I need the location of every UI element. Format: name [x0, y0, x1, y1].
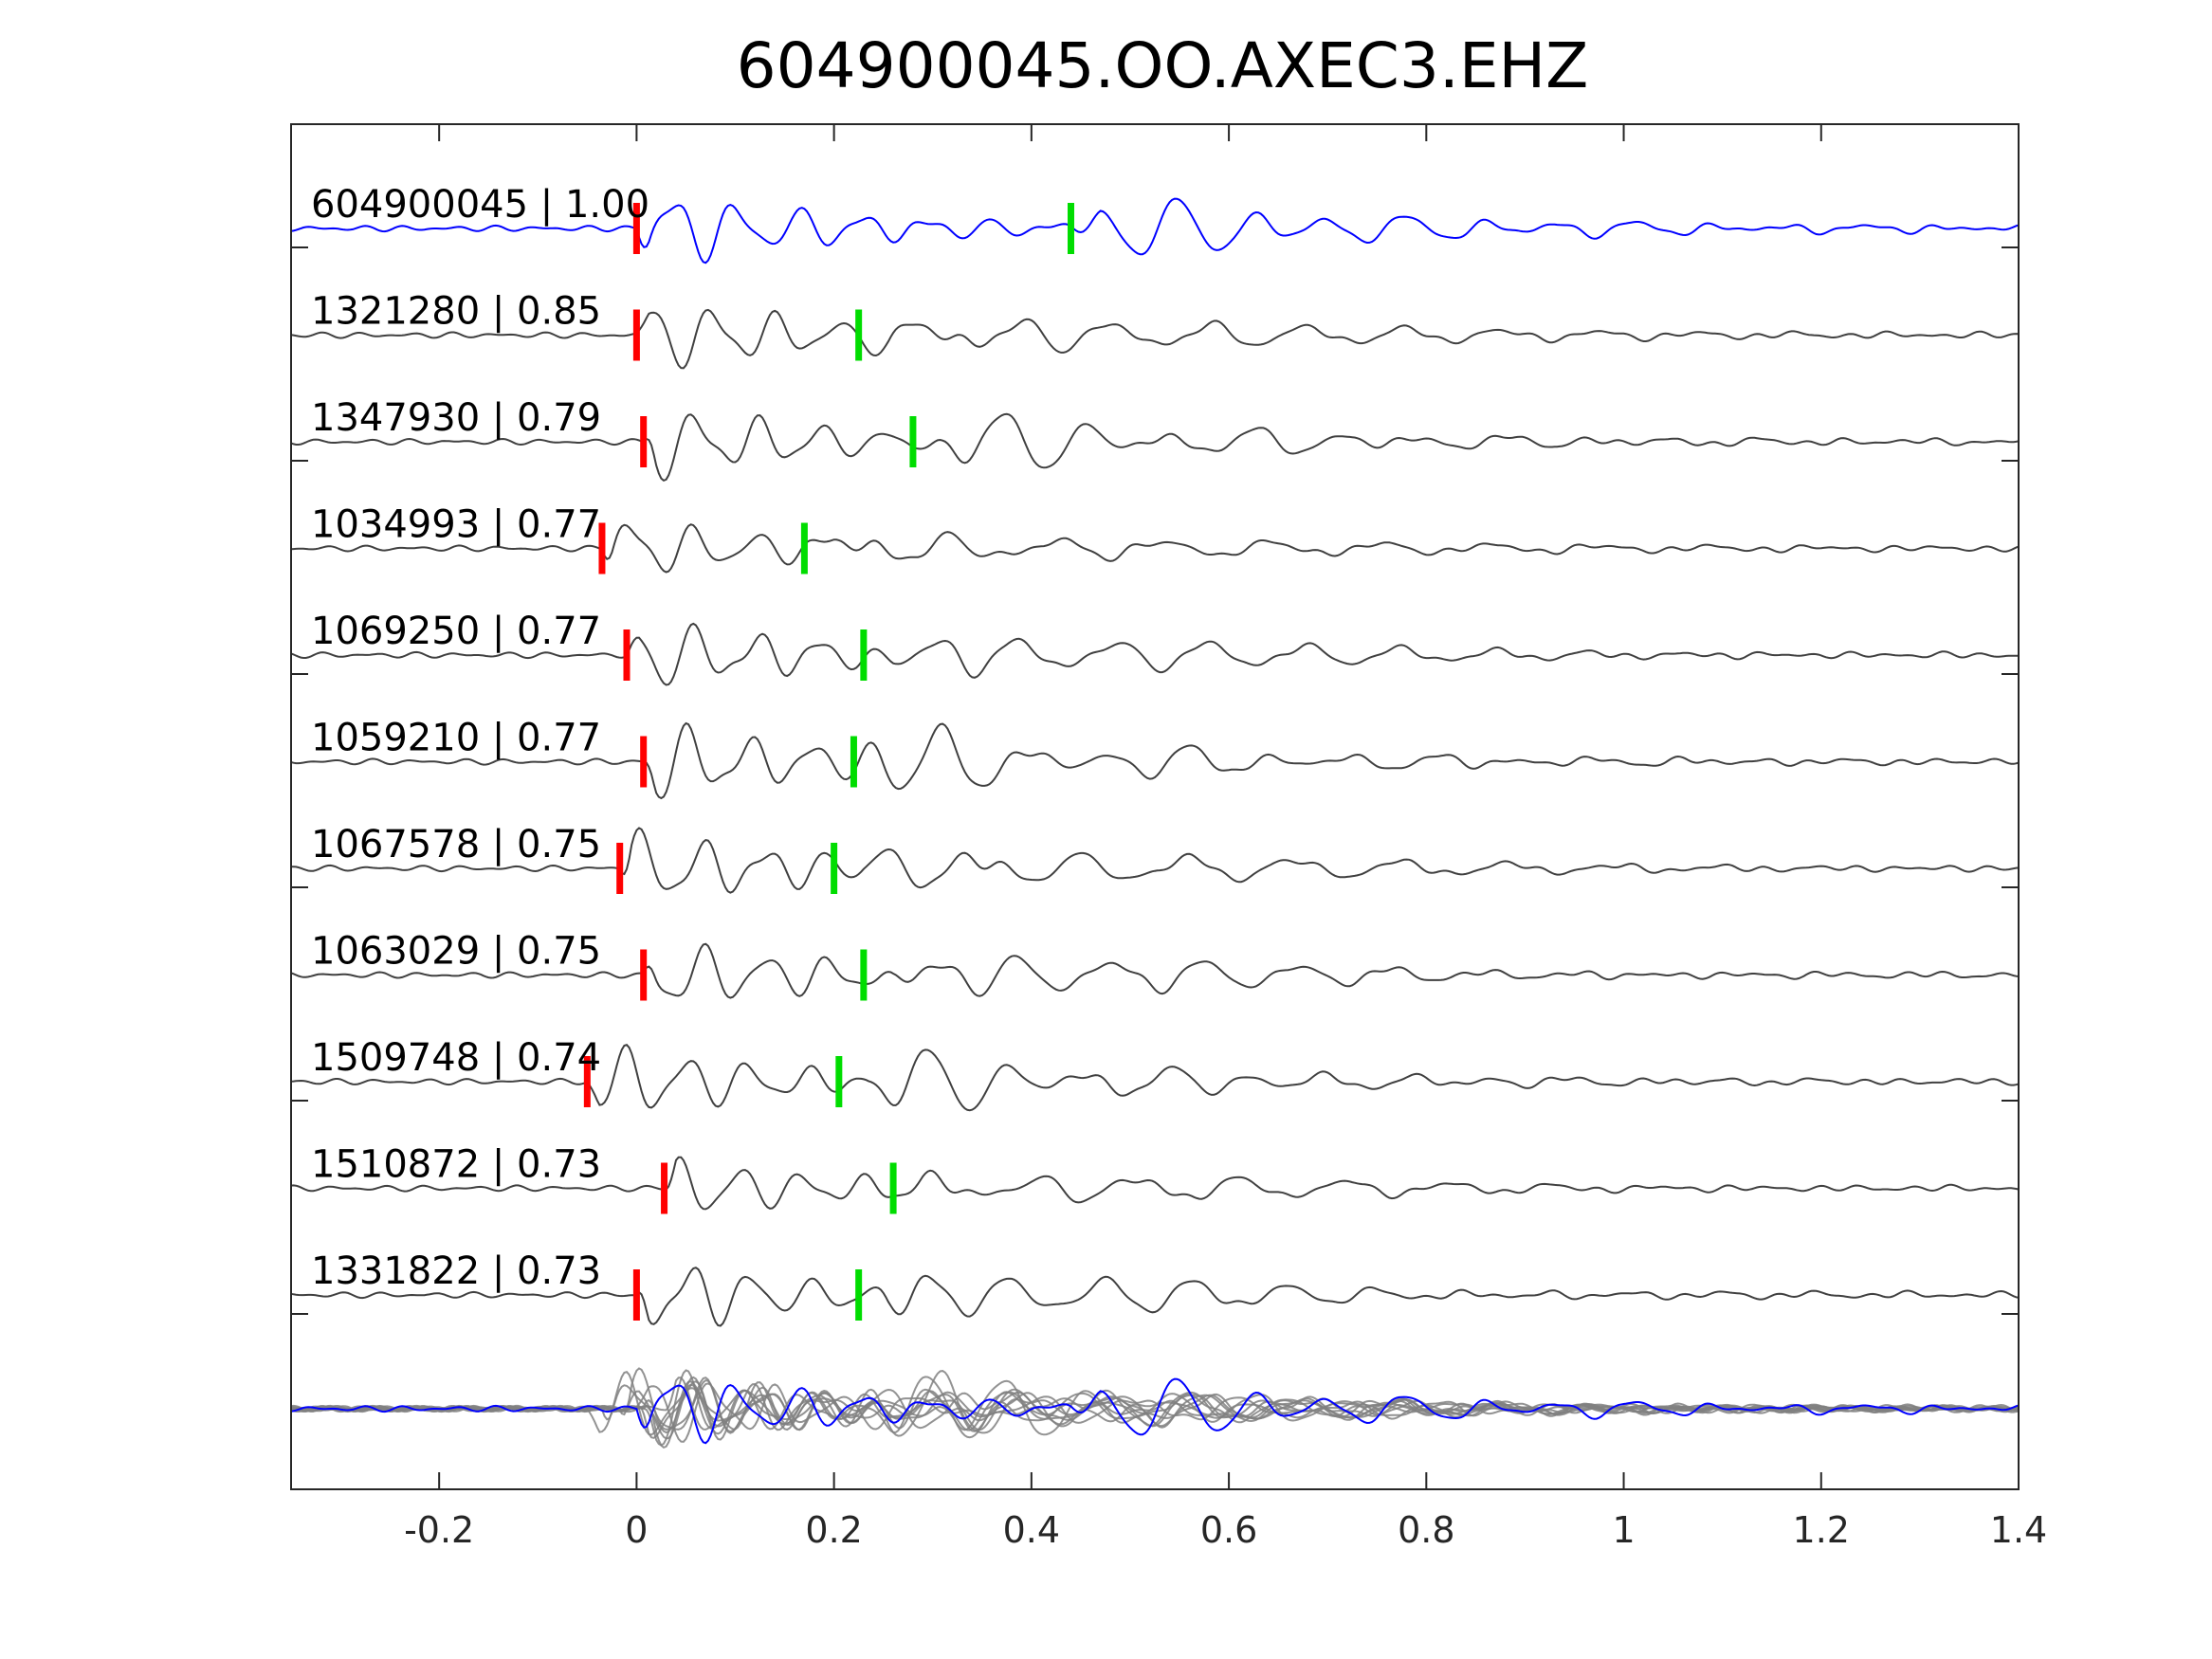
trace-line: [290, 1044, 2020, 1112]
x-tick-label: 1.2: [1793, 1509, 1850, 1551]
trace-label: 1063029 | 0.75: [311, 930, 601, 974]
trace-3: 1034993 | 0.77: [290, 503, 2020, 574]
plot-area: 604900045 | 1.00 1321280 | 0.85 1347930 | …: [290, 183, 2020, 1449]
trace-line: [290, 721, 2020, 800]
trace-1: 1321280 | 0.85: [290, 290, 2020, 370]
x-tick-label: -0.2: [404, 1509, 474, 1551]
x-tick-label: 1.4: [1990, 1509, 2047, 1551]
trace-label: 1321280 | 0.85: [311, 290, 601, 334]
trace-line: [290, 827, 2020, 894]
x-tick-label: 0: [625, 1509, 648, 1551]
stack-trace: [290, 1380, 2020, 1441]
x-tick-label: 0.4: [1003, 1509, 1060, 1551]
trace-label: 1059210 | 0.77: [311, 717, 601, 760]
trace-line: [290, 523, 2020, 574]
trace-4: 1069250 | 0.77: [290, 610, 2019, 686]
trace-line: [290, 412, 2020, 483]
trace-line: [290, 197, 2020, 264]
trace-7: 1063029 | 0.75: [290, 930, 2020, 1001]
trace-label: 604900045 | 1.00: [311, 183, 649, 227]
trace-label: 1067578 | 0.75: [311, 823, 601, 866]
trace-2: 1347930 | 0.79: [290, 396, 2020, 483]
x-tick-label: 1: [1612, 1509, 1635, 1551]
stack-trace-primary: [290, 1377, 2020, 1445]
chart-title: 604900045.OO.AXEC3.EHZ: [737, 29, 1589, 102]
trace-label: 1509748 | 0.74: [311, 1036, 601, 1080]
trace-5: 1059210 | 0.77: [290, 717, 2020, 800]
stack-overlay: [290, 1367, 2020, 1449]
x-tick-label: 0.8: [1398, 1509, 1454, 1551]
trace-label: 1347930 | 0.79: [311, 396, 601, 440]
trace-label: 1510872 | 0.73: [311, 1143, 601, 1187]
trace-label: 1034993 | 0.77: [311, 503, 601, 547]
trace-9: 1510872 | 0.73: [290, 1143, 2020, 1214]
trace-line: [290, 308, 2020, 370]
trace-line: [290, 622, 2019, 686]
trace-0: 604900045 | 1.00: [290, 183, 2020, 264]
trace-8: 1509748 | 0.74: [290, 1036, 2020, 1112]
trace-line: [290, 1267, 2020, 1327]
trace-label: 1331822 | 0.73: [311, 1249, 601, 1293]
x-tick-label: 0.2: [805, 1509, 862, 1551]
x-axis: -0.2 0 0.2 0.4 0.6 0.8 1 1.2 1.4: [291, 124, 2047, 1551]
trace-line: [290, 942, 2020, 999]
x-tick-label: 0.6: [1200, 1509, 1257, 1551]
trace-label: 1069250 | 0.77: [311, 610, 601, 653]
trace-line: [290, 1156, 2020, 1211]
trace-6: 1067578 | 0.75: [290, 823, 2020, 894]
trace-10: 1331822 | 0.73: [290, 1249, 2020, 1327]
axes-frame: [290, 123, 2020, 1490]
